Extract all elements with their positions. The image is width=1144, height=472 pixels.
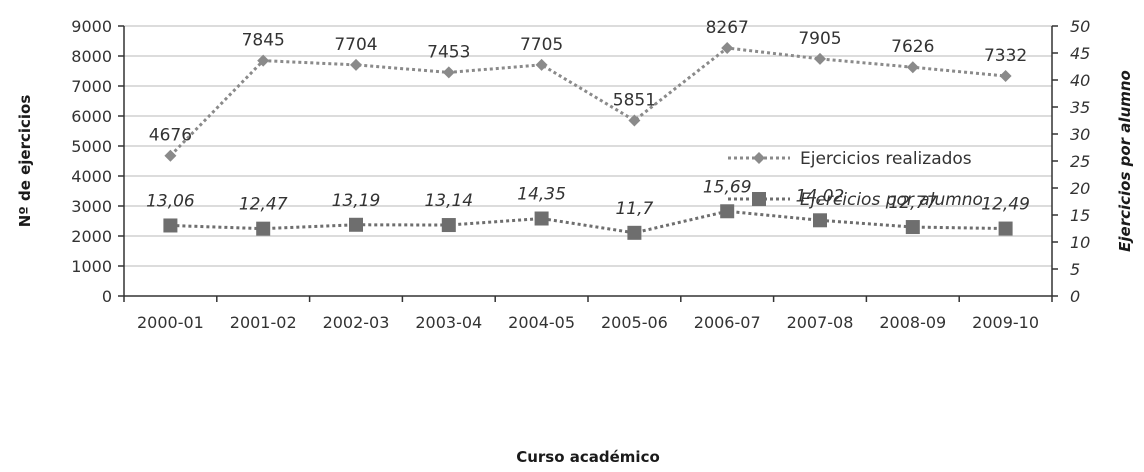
data-point-diamond (535, 58, 548, 71)
y-tick-label: 1000 (71, 257, 112, 276)
legend-square-icon (752, 192, 766, 206)
data-label: 12,77 (888, 193, 937, 213)
data-point-diamond (721, 41, 734, 54)
x-tick-label: 2001-02 (230, 313, 297, 332)
y-tick-label: 8000 (71, 47, 112, 66)
data-point-square (720, 204, 735, 219)
data-point-square (349, 217, 363, 232)
y2-axis-title: Ejercicios por alumno (1116, 70, 1134, 252)
y2-tick-label: 45 (1070, 44, 1090, 63)
y2-tick-label: 15 (1070, 206, 1090, 225)
y-tick-label: 6000 (71, 107, 112, 126)
y-tick-label: 4000 (71, 167, 112, 186)
data-label: 14,35 (517, 185, 566, 205)
x-tick-label: 2008-09 (879, 313, 946, 332)
data-point-diamond (350, 58, 362, 71)
data-label: 7626 (891, 37, 934, 57)
x-tick-label: 2003-04 (415, 313, 482, 332)
data-label: 15,69 (703, 177, 752, 197)
data-point-diamond (628, 114, 641, 127)
data-label: 13,19 (332, 191, 381, 211)
series-line-ejercicios-realizados (169, 46, 1006, 157)
y-tick-label: 7000 (71, 77, 112, 96)
data-label: 4676 (149, 126, 192, 146)
legend-label-ejercicios-por-alumno: Ejercicios por alumno (800, 190, 983, 210)
data-label: 13,06 (146, 191, 195, 211)
data-label: 8267 (706, 18, 749, 38)
y2-tick-label: 20 (1070, 179, 1090, 198)
y-tick-label: 3000 (71, 197, 112, 216)
data-point-diamond (906, 61, 919, 74)
data-point-square (441, 218, 456, 233)
y-axis-title: Nº de ejercicios (16, 95, 34, 228)
data-point-square (163, 218, 178, 233)
x-tick-label: 2002-03 (323, 313, 390, 332)
data-point-square (813, 213, 827, 228)
data-point-diamond (164, 149, 177, 162)
data-point-diamond (814, 52, 826, 65)
y-tick-label: 2000 (71, 227, 112, 246)
x-tick-label: 2004-05 (508, 313, 575, 332)
x-tick-label: 2006-07 (694, 313, 761, 332)
data-label: 7845 (242, 31, 285, 51)
legend-diamond-icon (753, 152, 765, 164)
x-axis-title: Curso académico (516, 448, 660, 466)
data-label: 7453 (427, 42, 470, 62)
data-label: 7905 (798, 29, 841, 49)
data-label: 12,47 (239, 195, 288, 215)
x-tick-label: 2000-01 (137, 313, 204, 332)
y2-tick-label: 35 (1070, 98, 1090, 117)
data-point-diamond (999, 70, 1012, 83)
data-point-diamond (442, 66, 455, 79)
x-tick-label: 2005-06 (601, 313, 668, 332)
data-label: 7332 (984, 46, 1027, 66)
x-tick-label: 2007-08 (787, 313, 854, 332)
data-label: 7704 (334, 35, 377, 55)
y2-tick-label: 40 (1070, 71, 1090, 90)
data-label: 12,49 (981, 195, 1030, 215)
y-tick-label: 5000 (71, 137, 112, 156)
y-tick-label: 9000 (71, 17, 112, 36)
data-point-square (998, 221, 1013, 236)
series-line-ejercicios-por-alumno (170, 209, 1006, 235)
y2-tick-label: 50 (1070, 17, 1090, 36)
x-tick-label: 2009-10 (972, 313, 1039, 332)
data-label: 7705 (520, 35, 563, 55)
y2-tick-label: 10 (1070, 233, 1090, 252)
data-label: 5851 (613, 90, 656, 110)
data-point-square (534, 211, 549, 226)
data-point-diamond (257, 54, 270, 67)
y2-tick-label: 5 (1070, 260, 1080, 279)
legend-label-ejercicios-realizados: Ejercicios realizados (800, 149, 972, 169)
data-label: 14,02 (796, 186, 845, 206)
y2-tick-label: 30 (1070, 125, 1090, 144)
data-point-square (256, 221, 271, 236)
data-label: 13,14 (424, 191, 473, 211)
data-point-square (627, 225, 642, 240)
data-point-square (905, 220, 920, 235)
y2-tick-label: 25 (1070, 152, 1090, 171)
y-tick-label: 0 (102, 287, 112, 306)
data-label: 11,7 (615, 199, 653, 219)
y2-tick-label: 0 (1070, 287, 1080, 306)
